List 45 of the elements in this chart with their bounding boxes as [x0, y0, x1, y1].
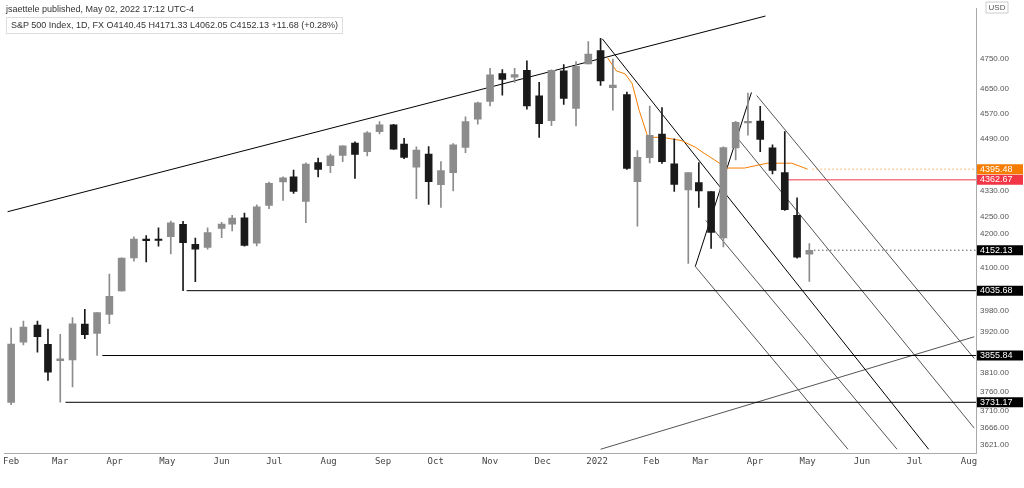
x-tick-label: Feb [2, 455, 20, 466]
x-tick-label: Dec [534, 455, 551, 466]
x-tick-label: Jul [266, 455, 283, 466]
candlestick [56, 333, 65, 403]
y-tick-label: 3666.00 [980, 422, 1010, 432]
annotation: 4395.48 [980, 163, 1013, 174]
data-label: 4035.68 [980, 285, 1013, 296]
y-tick-label: 3920.00 [980, 327, 1010, 337]
data-label: 3855.84 [980, 350, 1013, 361]
x-tick-label: Jun [853, 455, 871, 466]
y-tick-label: 3710.00 [980, 405, 1010, 415]
annotation: 4152.13 [980, 244, 1013, 255]
y-tick-label: 4570.00 [980, 108, 1010, 118]
y-axis-title: USD [988, 3, 1006, 13]
y-tick-label: 3980.00 [980, 305, 1010, 315]
x-tick-label: Jul [906, 455, 923, 466]
y-tick-label: 4750.00 [980, 54, 1010, 64]
x-tick-label: Apr [106, 455, 124, 466]
data-label: 3731.17 [980, 396, 1013, 407]
x-tick-label: Aug [320, 455, 337, 466]
x-tick-label: Nov [481, 455, 499, 466]
y-tick-label: 4650.00 [980, 84, 1010, 94]
x-tick-label: Sep [374, 455, 392, 466]
y-tick-label: 4100.00 [980, 263, 1010, 273]
x-tick-label: May [799, 455, 817, 466]
text: S&P 500 Index, 1D, FX [11, 20, 104, 30]
text: O4140.45 H4171.33 L4062.05 C4152.13 +11.68 (+0.28%) [106, 20, 338, 30]
annotation: jsaettele published, May 02, 2022 17:12 UTC-4 [6, 3, 196, 16]
x-tick-label: Oct [427, 455, 444, 466]
x-tick-label: Mar [52, 455, 69, 466]
y-tick-label: 4250.00 [980, 212, 1010, 222]
x-tick-label: Feb [643, 455, 660, 466]
y-tick-label: 3810.00 [980, 367, 1010, 377]
y-tick-label: 3760.00 [980, 386, 1010, 396]
x-tick-label: Mar [692, 455, 710, 466]
y-tick-label: 4200.00 [980, 229, 1010, 239]
x-tick-label: Apr [746, 455, 764, 466]
y-tick-label: 4330.00 [980, 185, 1010, 195]
data-label: 4362.67 [980, 174, 1013, 185]
x-tick-label: 2022 [586, 455, 608, 466]
x-tick-label: Aug [960, 455, 978, 466]
x-tick-label: Jun [213, 455, 230, 466]
x-tick-label: May [159, 455, 176, 466]
y-tick-label: 3621.00 [980, 440, 1010, 450]
y-tick-label: 4490.00 [980, 134, 1010, 144]
